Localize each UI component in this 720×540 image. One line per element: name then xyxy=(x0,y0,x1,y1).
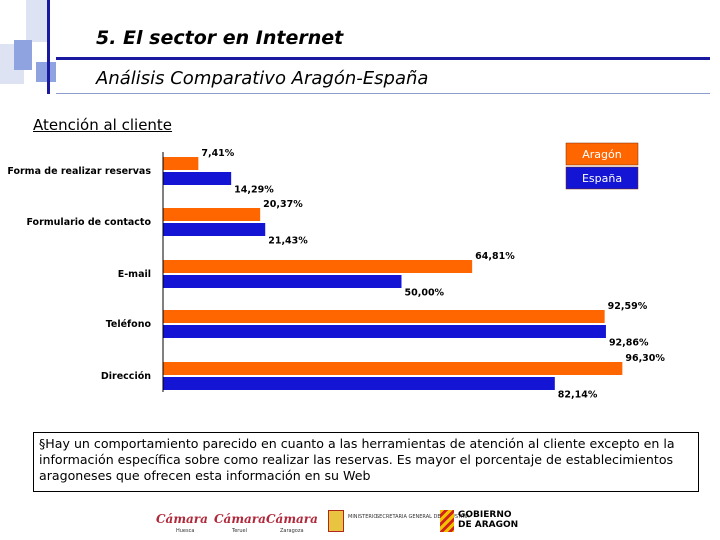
camara-zaragoza-logo: Cámara xyxy=(266,512,318,526)
bar-espana xyxy=(163,275,402,288)
data-label: 20,37% xyxy=(263,199,303,210)
data-label: 14,29% xyxy=(234,184,274,195)
data-label: 96,30% xyxy=(625,353,665,364)
secretaria-label: SECRETARIA GENERAL DE INDUSTRIA xyxy=(376,514,470,520)
category-label: Forma de realizar reservas xyxy=(7,166,151,177)
sponsor-logos: Cámara Huesca Cámara Teruel Cámara Zarag… xyxy=(150,508,530,538)
page-title: 5. El sector en Internet xyxy=(96,27,344,49)
subtitle-rule xyxy=(56,93,710,94)
de-aragon-label: DE ARAGON xyxy=(458,520,519,530)
legend-label: España xyxy=(582,172,622,185)
deco-square xyxy=(26,0,48,42)
header-rule xyxy=(56,57,710,60)
bar-espana xyxy=(163,172,232,185)
deco-vline xyxy=(47,0,50,94)
category-label: Teléfono xyxy=(106,319,152,330)
bar-espana xyxy=(163,377,555,390)
bar-aragon xyxy=(163,310,605,323)
deco-square xyxy=(14,40,32,70)
camara-teruel-label: Teruel xyxy=(232,528,247,534)
section-title: Atención al cliente xyxy=(33,116,173,134)
data-label: 92,59% xyxy=(608,301,648,312)
bar-aragon xyxy=(163,157,199,170)
bar-aragon xyxy=(163,362,623,375)
aragon-flag-icon xyxy=(440,510,454,532)
deco-square xyxy=(36,62,56,82)
comment-box: §Hay un comportamiento parecido en cuant… xyxy=(33,432,699,492)
camara-teruel-logo: Cámara xyxy=(214,512,266,526)
legend-swatch-espana xyxy=(565,166,639,190)
spain-crest-icon xyxy=(328,510,344,532)
gobierno-label: GOBIERNO xyxy=(458,510,512,520)
data-label: 92,86% xyxy=(609,337,649,348)
bar-espana xyxy=(163,223,266,236)
legend-label: Aragón xyxy=(582,148,622,161)
bar-aragon xyxy=(163,208,261,221)
category-label: Dirección xyxy=(101,371,151,382)
comment-text: §Hay un comportamiento parecido en cuant… xyxy=(39,436,675,483)
category-label: Formulario de contacto xyxy=(26,217,151,228)
corner-decoration xyxy=(0,0,100,100)
camara-huesca-label: Huesca xyxy=(176,528,195,534)
page-subtitle: Análisis Comparativo Aragón-España xyxy=(96,68,429,89)
camara-zaragoza-label: Zaragoza xyxy=(280,528,304,534)
legend-swatch-aragon xyxy=(565,142,639,166)
category-label: E-mail xyxy=(118,269,151,280)
data-label: 82,14% xyxy=(558,389,598,400)
data-label: 50,00% xyxy=(405,287,445,298)
bar-aragon xyxy=(163,260,473,273)
data-label: 21,43% xyxy=(268,235,308,246)
camara-huesca-logo: Cámara xyxy=(156,512,208,526)
ministerio-label: MINISTERIO xyxy=(348,514,378,520)
bar-chart: Forma de realizar reservas 7,41% 14,29% For… xyxy=(7,142,665,400)
data-label: 64,81% xyxy=(475,251,515,262)
bar-espana xyxy=(163,325,606,338)
data-label: 7,41% xyxy=(201,148,234,159)
